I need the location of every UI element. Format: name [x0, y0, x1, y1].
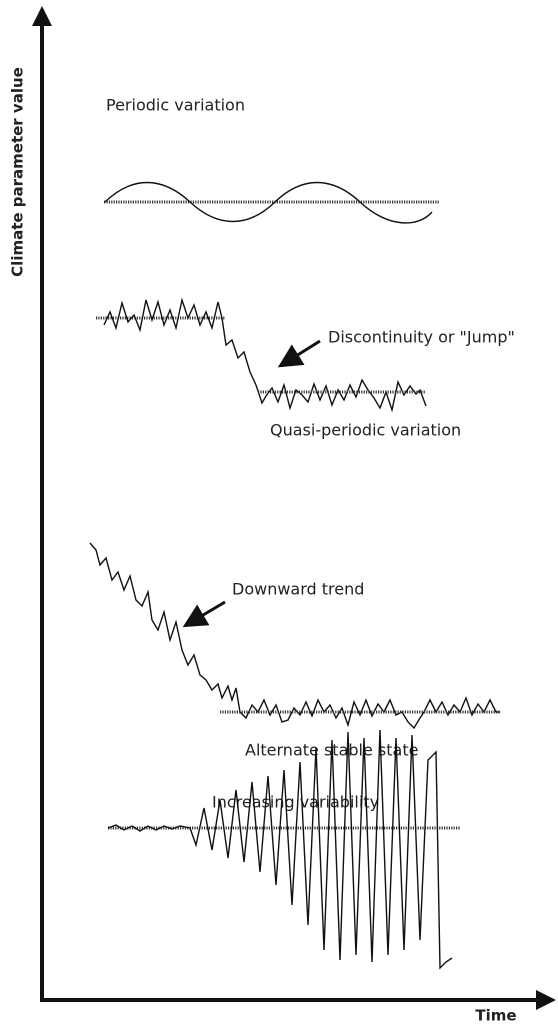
y-arrow — [32, 6, 52, 26]
arrow — [277, 339, 321, 368]
panel-label: Quasi-periodic variation — [270, 421, 461, 440]
signal — [104, 181, 433, 224]
signal — [89, 542, 500, 730]
panel-label: Periodic variation — [106, 96, 245, 115]
arrow — [182, 600, 226, 628]
x-arrow — [536, 990, 556, 1010]
signal — [103, 297, 427, 413]
x-axis-label: Time — [475, 1007, 516, 1025]
panel-label: Downward trend — [232, 580, 364, 599]
signal — [107, 729, 453, 970]
panel-label: Discontinuity or "Jump" — [328, 328, 515, 347]
y-axis-label: Climate parameter value — [9, 67, 27, 277]
